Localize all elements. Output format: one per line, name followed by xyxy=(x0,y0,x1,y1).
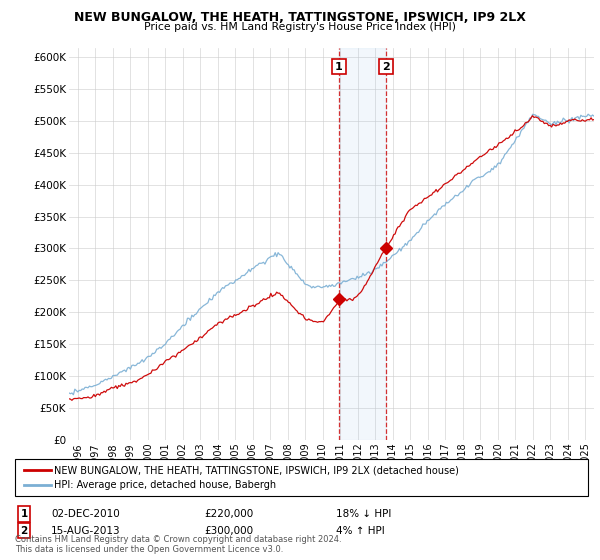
Text: 2: 2 xyxy=(382,62,390,72)
Text: 1: 1 xyxy=(335,62,343,72)
Text: 02-DEC-2010: 02-DEC-2010 xyxy=(51,509,120,519)
Text: Contains HM Land Registry data © Crown copyright and database right 2024.
This d: Contains HM Land Registry data © Crown c… xyxy=(15,535,341,554)
Text: 4% ↑ HPI: 4% ↑ HPI xyxy=(336,526,385,536)
Text: Price paid vs. HM Land Registry's House Price Index (HPI): Price paid vs. HM Land Registry's House … xyxy=(144,22,456,32)
Text: HPI: Average price, detached house, Babergh: HPI: Average price, detached house, Babe… xyxy=(54,480,276,491)
Bar xyxy=(339,48,386,440)
Text: NEW BUNGALOW, THE HEATH, TATTINGSTONE, IPSWICH, IP9 2LX (detached house): NEW BUNGALOW, THE HEATH, TATTINGSTONE, I… xyxy=(54,465,459,475)
Text: £300,000: £300,000 xyxy=(204,526,253,536)
Text: 1: 1 xyxy=(20,509,28,519)
Text: 15-AUG-2013: 15-AUG-2013 xyxy=(51,526,121,536)
Text: 2: 2 xyxy=(20,526,28,536)
Text: £220,000: £220,000 xyxy=(204,509,253,519)
Text: NEW BUNGALOW, THE HEATH, TATTINGSTONE, IPSWICH, IP9 2LX: NEW BUNGALOW, THE HEATH, TATTINGSTONE, I… xyxy=(74,11,526,24)
Text: 18% ↓ HPI: 18% ↓ HPI xyxy=(336,509,391,519)
